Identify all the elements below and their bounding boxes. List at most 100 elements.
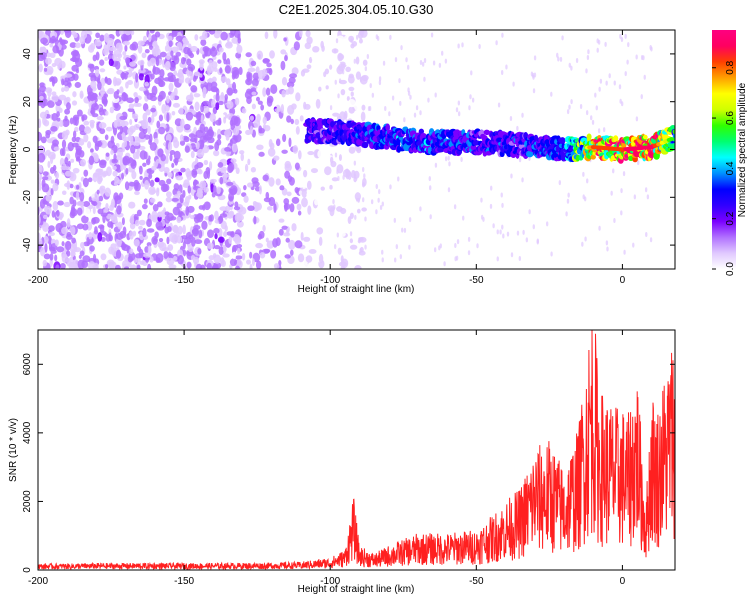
noise-cell [313, 210, 317, 219]
noise-cell [448, 161, 451, 167]
noise-cell [82, 177, 89, 188]
noise-cell [256, 144, 264, 151]
noise-cell [203, 187, 209, 193]
noise-cell [301, 227, 306, 233]
noise-cell [121, 91, 127, 102]
noise-cell [168, 40, 173, 47]
noise-cell [44, 205, 52, 215]
noise-cell [331, 177, 339, 182]
noise-cell [288, 137, 292, 148]
noise-cell [138, 248, 144, 259]
noise-cell [610, 190, 613, 196]
noise-cell [236, 247, 241, 255]
noise-cell [375, 184, 378, 190]
noise-cell [246, 71, 251, 80]
noise-cell [381, 201, 384, 207]
noise-cell [345, 241, 350, 250]
noise-cell [620, 37, 624, 43]
noise-cell [226, 87, 234, 96]
noise-cell [193, 93, 201, 98]
noise-cell [561, 35, 564, 41]
noise-cell [457, 111, 461, 117]
noise-cell [157, 164, 162, 169]
noise-cell [115, 249, 122, 259]
noise-cell [362, 197, 365, 203]
noise-cell [467, 250, 471, 256]
noise-cell [155, 257, 161, 264]
noise-cell [90, 148, 94, 153]
noise-cell [224, 129, 232, 138]
noise-cell [510, 173, 513, 179]
noise-cell [72, 167, 80, 174]
noise-cell [288, 239, 296, 250]
noise-cell [71, 64, 79, 72]
noise-cell [121, 172, 125, 180]
noise-cell [570, 99, 573, 105]
noise-cell [164, 45, 169, 52]
noise-cell [137, 45, 143, 54]
noise-cell [129, 222, 136, 230]
noise-cell [303, 263, 310, 269]
noise-cell [217, 134, 222, 140]
colorbar: 0.0 0.2 0.4 0.6 0.8 Normalized spectral ampl… [712, 30, 748, 276]
noise-cell [158, 90, 166, 100]
noise-cell [110, 243, 117, 250]
noise-cell [42, 171, 49, 177]
noise-cell [280, 104, 285, 114]
noise-cell [47, 89, 52, 97]
noise-cell [68, 262, 76, 269]
noise-cell [49, 77, 53, 82]
noise-cell [419, 110, 422, 116]
noise-cell [280, 49, 287, 55]
noise-cell [131, 113, 139, 120]
noise-cell [460, 156, 463, 162]
noise-cell [550, 91, 553, 97]
noise-cell [568, 104, 571, 110]
noise-cell [61, 78, 65, 86]
noise-cell [71, 249, 75, 258]
noise-cell [81, 215, 89, 224]
noise-cell [241, 252, 246, 261]
snr-panel: -200 -150 -100 -50 0 0 2000 4000 6000 Height of… [8, 329, 676, 595]
noise-cell [83, 133, 89, 143]
noise-cell [582, 194, 585, 200]
noise-cell [336, 169, 339, 175]
noise-cell [323, 211, 330, 219]
noise-cell [262, 116, 267, 125]
noise-cell [230, 115, 239, 126]
noise-cell [501, 202, 504, 208]
noise-cell [354, 265, 362, 269]
noise-cell [166, 257, 175, 266]
noise-cell [38, 63, 43, 73]
noise-cell [281, 77, 288, 86]
noise-cell [255, 242, 264, 249]
signal-cell [642, 134, 648, 140]
noise-cell [212, 185, 217, 194]
noise-cell [43, 67, 48, 72]
noise-cell [347, 216, 352, 225]
noise-cell [570, 65, 573, 71]
noise-cell [177, 255, 184, 265]
noise-cell [336, 115, 342, 121]
noise-cell [115, 42, 123, 51]
noise-cell [286, 81, 295, 88]
noise-cell [87, 141, 92, 149]
noise-cell [500, 70, 504, 76]
noise-cell [289, 249, 294, 256]
noise-cell [260, 104, 265, 111]
noise-cell [208, 30, 216, 35]
noise-cell [283, 202, 291, 210]
noise-cell [612, 168, 615, 174]
noise-cell [353, 201, 360, 210]
noise-cell [134, 182, 139, 190]
noise-cell [280, 60, 286, 71]
noise-cell [229, 258, 238, 267]
noise-cell [158, 238, 164, 243]
noise-cell [72, 73, 79, 81]
noise-cell [150, 107, 157, 113]
noise-cell [152, 204, 159, 212]
noise-cell [281, 225, 288, 230]
noise-cell [347, 75, 355, 84]
noise-cell [358, 236, 367, 243]
colorbar-tick-label: 0.0 [725, 262, 736, 276]
